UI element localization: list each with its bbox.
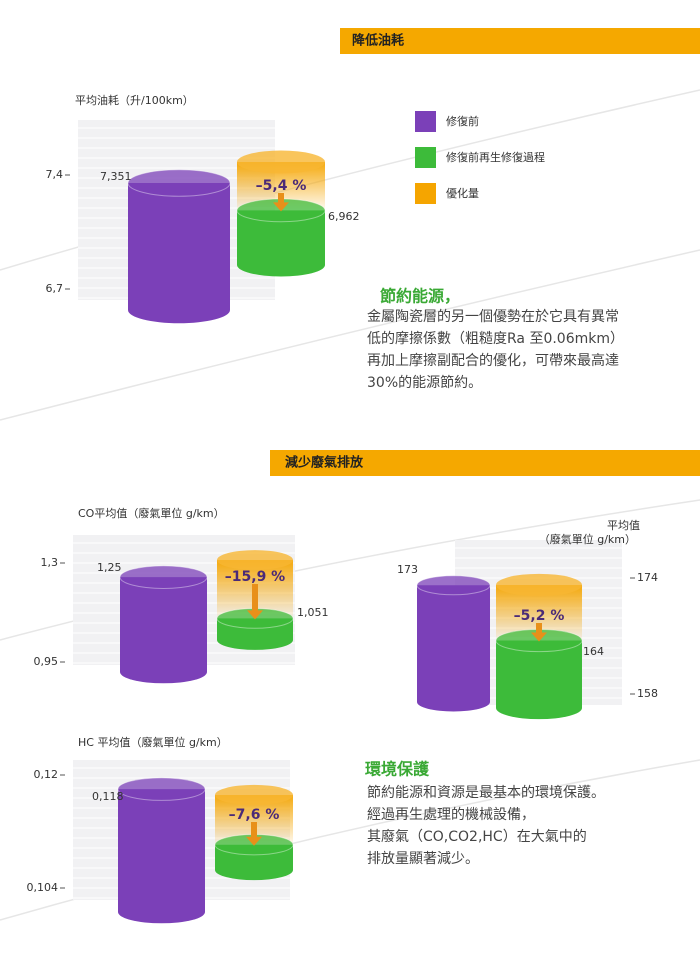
reduction-label: –15,9 % xyxy=(225,569,285,585)
paragraph-line: 低的摩擦係數（粗糙度Ra 至0.06mkm） xyxy=(367,330,624,347)
cylinder xyxy=(237,210,325,277)
value-label: 6,962 xyxy=(328,210,360,223)
cylinder xyxy=(120,577,207,684)
axis-title: 平均值 xyxy=(607,519,640,532)
value-label: 0,118 xyxy=(92,790,124,803)
header-bar xyxy=(270,450,700,476)
cylinder-top xyxy=(119,565,208,589)
section-heading: 節約能源， xyxy=(379,287,460,306)
reduction-arrow xyxy=(247,584,263,620)
axis-title: CO平均值（廢氣單位 g/km） xyxy=(78,506,225,520)
y-tick-label: 0,12 xyxy=(34,768,59,781)
cylinder xyxy=(417,585,490,712)
value-label: 1,25 xyxy=(97,561,122,574)
value-label: 173 xyxy=(397,563,418,576)
y-tick-label: 0,104 xyxy=(27,881,59,894)
reduction-arrow xyxy=(531,623,547,642)
reduction-label: –5,4 % xyxy=(256,178,307,194)
legend-swatch xyxy=(415,111,436,132)
paragraph-line: 經過再生處理的機械設備， xyxy=(367,807,535,823)
cylinder xyxy=(496,640,582,720)
reduction-arrow xyxy=(246,822,262,846)
paragraph-line: 節約能源和資源是最基本的環境保護。 xyxy=(367,784,605,801)
paragraph-line: 金屬陶瓷層的另一個優勢在於它具有異常 xyxy=(367,308,619,325)
reduction-label: –7,6 % xyxy=(229,807,280,823)
reduction-glow-top xyxy=(496,573,582,597)
reduction-glow-top xyxy=(215,784,293,806)
cylinder xyxy=(118,789,205,924)
section-header: 降低油耗 xyxy=(352,33,404,49)
header-bar xyxy=(340,28,700,54)
reduction-arrow xyxy=(273,193,289,212)
paragraph-line: 排放量顯著減少。 xyxy=(367,850,479,867)
section-header: 減少廢氣排放 xyxy=(285,455,364,471)
reduction-label: –5,2 % xyxy=(514,608,565,624)
legend-swatch xyxy=(415,183,436,204)
axis-title: HC 平均值（廢氣單位 g/km） xyxy=(78,735,228,749)
value-label: 7,351 xyxy=(100,170,132,183)
legend-swatch xyxy=(415,147,436,168)
y-tick-label: 174 xyxy=(637,571,658,584)
legend-label: 修復前 xyxy=(446,114,479,128)
cylinder xyxy=(128,182,230,324)
paragraph-line: 再加上摩擦副配合的優化，可帶來最高達 xyxy=(367,352,619,369)
y-tick-label: 1,3 xyxy=(41,556,59,569)
cylinder xyxy=(215,844,293,881)
cylinder-top xyxy=(117,777,206,801)
axis-subtitle: （廢氣單位 g/km） xyxy=(539,532,636,546)
reduction-glow-top xyxy=(217,550,293,570)
section-heading: 環境保護 xyxy=(365,760,430,779)
reduction-glow-top xyxy=(237,150,325,174)
y-tick-label: 158 xyxy=(637,687,658,700)
paragraph-line: 30%的能源節約。 xyxy=(367,374,482,391)
axis-title: 平均油耗（升/100km） xyxy=(75,93,194,107)
value-label: 164 xyxy=(583,645,604,658)
y-tick-label: 0,95 xyxy=(34,655,59,668)
cylinder-top xyxy=(127,169,231,197)
y-tick-label: 6,7 xyxy=(46,282,64,295)
cylinder-top xyxy=(416,575,491,596)
y-tick-label: 7,4 xyxy=(46,168,64,181)
paragraph-line: 其廢氣（CO,CO2,HC）在大氣中的 xyxy=(367,828,587,845)
legend-label: 優化量 xyxy=(446,186,479,200)
value-label: 1,051 xyxy=(297,606,329,619)
legend-label: 修復前再生修復過程 xyxy=(446,150,545,164)
